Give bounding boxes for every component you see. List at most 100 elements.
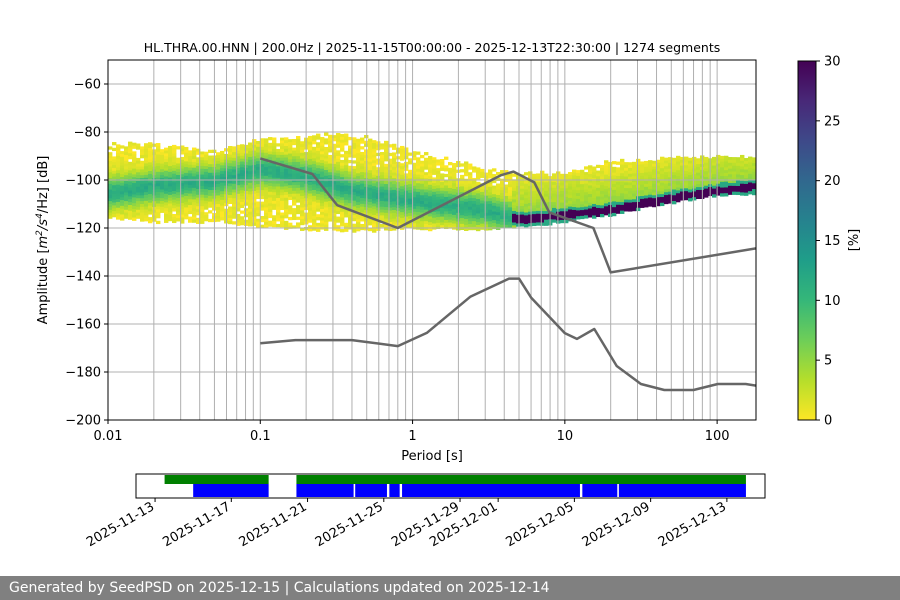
heatmap-cell: [156, 157, 161, 161]
heatmap-cell: [544, 199, 549, 203]
heatmap-cell: [108, 160, 113, 165]
heatmap-cell: [164, 190, 169, 195]
heatmap-cell: [348, 197, 353, 201]
heatmap-cell: [412, 208, 417, 213]
heatmap-cell: [704, 179, 709, 184]
heatmap-cell: [264, 170, 269, 174]
heatmap-cell: [324, 138, 329, 142]
heatmap-cell: [348, 154, 353, 158]
heatmap-cell: [244, 150, 249, 154]
heatmap-cell: [300, 152, 305, 157]
heatmap-cell: [592, 192, 597, 196]
heatmap-cell: [412, 156, 417, 161]
heatmap-cell: [676, 161, 681, 165]
heatmap-cell: [388, 204, 393, 208]
heatmap-cell: [340, 154, 345, 158]
heatmap-cell: [652, 180, 657, 185]
heatmap-cell: [612, 166, 617, 171]
heatmap-cell: [416, 163, 421, 167]
heatmap-cell: [412, 151, 417, 155]
heatmap-cell: [612, 212, 617, 217]
heatmap-cell: [320, 209, 325, 213]
heatmap-cell: [280, 212, 285, 216]
heatmap-cell: [348, 160, 353, 164]
heatmap-cell: [256, 224, 261, 228]
heatmap-cell: [108, 183, 113, 188]
heatmap-cell: [692, 174, 697, 178]
heatmap-cell: [688, 192, 693, 196]
heatmap-cell: [516, 180, 521, 184]
heatmap-cell: [656, 197, 661, 201]
heatmap-cell: [392, 227, 397, 231]
heatmap-cell: [140, 163, 145, 167]
heatmap-cell: [440, 205, 445, 209]
heatmap-cell: [692, 171, 697, 175]
heatmap-cell: [364, 172, 369, 176]
heatmap-cell: [268, 194, 273, 198]
heatmap-cell: [216, 218, 221, 222]
heatmap-cell: [308, 179, 313, 183]
heatmap-cell: [140, 215, 145, 219]
heatmap-cell: [664, 163, 669, 167]
heatmap-cell: [484, 212, 489, 217]
heatmap-cell: [716, 183, 721, 187]
heatmap-cell: [116, 184, 121, 188]
heatmap-cell: [272, 180, 277, 184]
heatmap-cell: [356, 213, 361, 217]
heatmap-cell: [440, 161, 445, 166]
heatmap-cell: [368, 141, 373, 145]
heatmap-cell: [336, 179, 341, 183]
heatmap-cell: [536, 222, 541, 226]
heatmap-cell: [524, 200, 529, 205]
heatmap-cell: [120, 200, 125, 204]
heatmap-cell: [448, 208, 453, 212]
heatmap-cell: [648, 171, 653, 175]
heatmap-cell: [248, 185, 253, 189]
heatmap-cell: [352, 160, 357, 164]
heatmap-cell: [172, 150, 177, 154]
heatmap-cell: [584, 189, 589, 193]
heatmap-cell: [680, 194, 685, 198]
heatmap-cell: [504, 201, 509, 206]
heatmap-cell: [716, 189, 721, 193]
heatmap-cell: [412, 200, 417, 204]
heatmap-cell: [276, 218, 281, 222]
heatmap-cell: [352, 183, 357, 187]
heatmap-cell: [348, 211, 353, 216]
heatmap-cell: [404, 164, 409, 169]
heatmap-cell: [272, 174, 277, 179]
heatmap-cell: [188, 161, 193, 166]
heatmap-cell: [284, 192, 289, 196]
heatmap-cell: [188, 164, 193, 169]
heatmap-cell: [404, 182, 409, 186]
heatmap-cell: [460, 195, 465, 199]
heatmap-cell: [484, 175, 489, 179]
heatmap-cell: [512, 190, 517, 195]
heatmap-cell: [480, 174, 485, 178]
heatmap-cell: [124, 206, 129, 211]
heatmap-cell: [552, 196, 557, 200]
heatmap-cell: [652, 186, 657, 190]
heatmap-cell: [340, 168, 345, 172]
heatmap-cell: [360, 169, 365, 173]
heatmap-cell: [180, 220, 185, 224]
heatmap-cell: [724, 161, 729, 165]
heatmap-cell: [276, 157, 281, 161]
heatmap-cell: [236, 159, 241, 163]
heatmap-cell: [636, 167, 641, 171]
heatmap-cell: [368, 150, 373, 154]
heatmap-cell: [472, 169, 477, 173]
heatmap-cell: [264, 221, 269, 226]
heatmap-cell: [284, 212, 289, 216]
heatmap-cell: [312, 161, 317, 165]
heatmap-cell: [340, 145, 345, 149]
heatmap-cell: [244, 144, 249, 149]
heatmap-cell: [200, 203, 205, 207]
heatmap-cell: [544, 208, 549, 212]
heatmap-cell: [624, 182, 629, 186]
heatmap-cell: [260, 190, 265, 194]
heatmap-cell: [296, 173, 301, 177]
heatmap-cell: [124, 203, 129, 208]
heatmap-cell: [624, 167, 629, 172]
heatmap-cell: [640, 175, 645, 180]
